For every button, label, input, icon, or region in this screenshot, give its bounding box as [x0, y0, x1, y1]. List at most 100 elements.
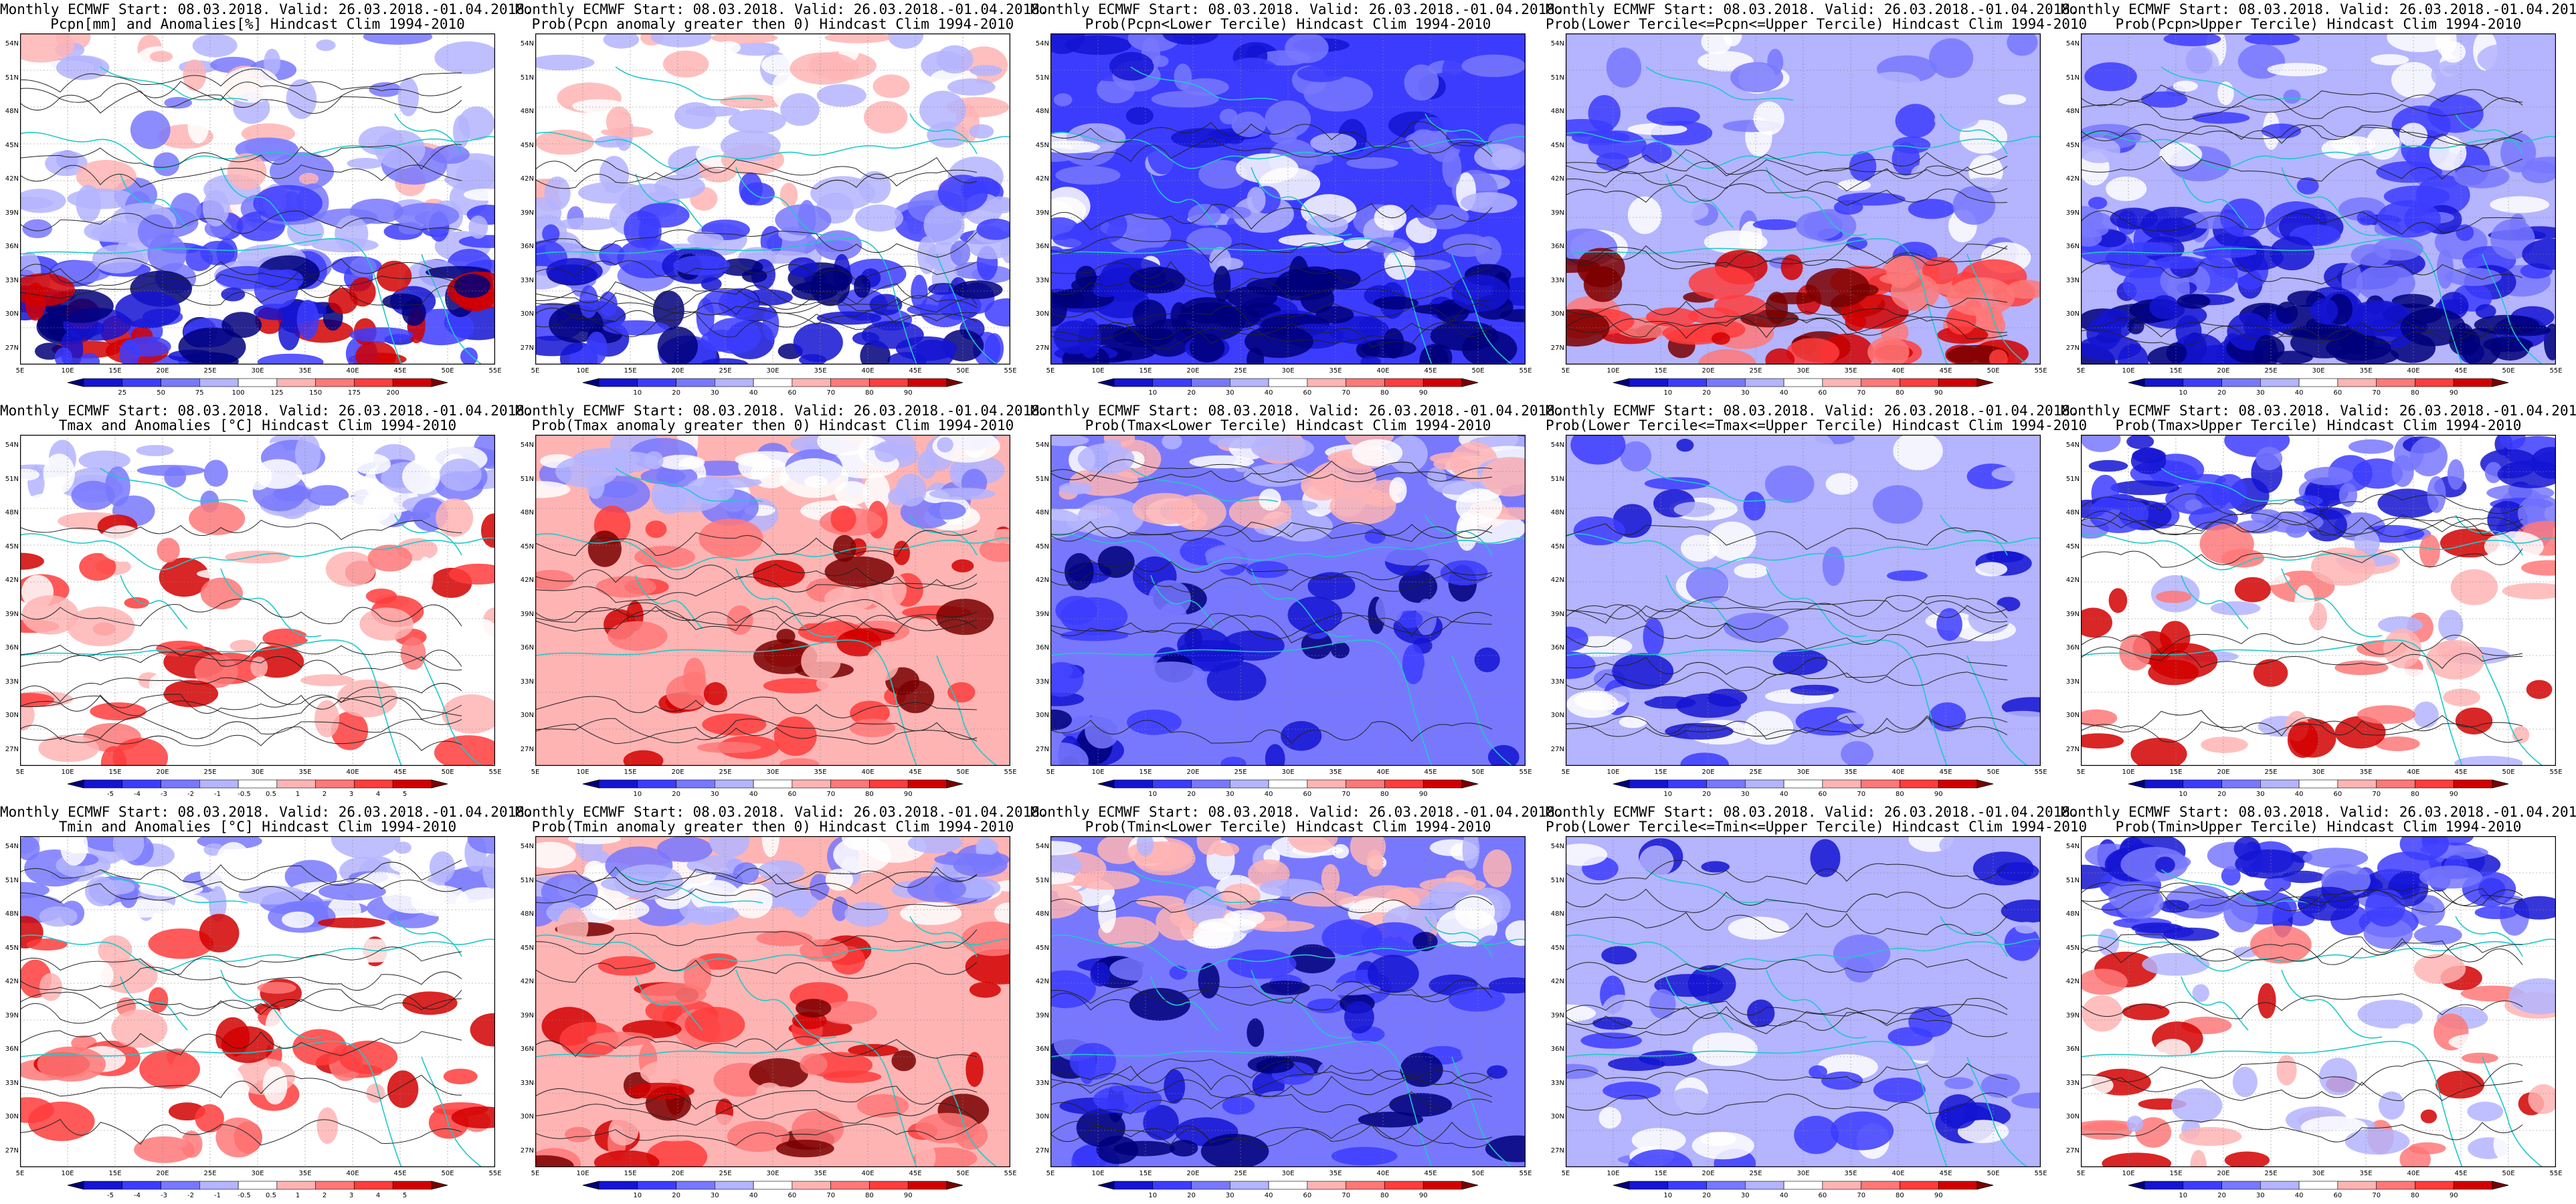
latitude-label: 27N — [520, 1147, 534, 1155]
contour-lines — [535, 530, 978, 744]
colorbar-high-arrow — [1976, 378, 1994, 387]
longitude-label: 5E — [2076, 1170, 2086, 1177]
field-shading — [1566, 33, 2041, 365]
colorbar-swatch — [869, 378, 909, 387]
contour-lines — [2081, 84, 2523, 346]
colorbar-tick-label: 75 — [195, 389, 204, 397]
longitude-label: 35E — [814, 367, 827, 375]
colorbar-tick-label: 90 — [1934, 1192, 1943, 1199]
colorbar-tick-label: 2 — [323, 791, 327, 798]
longitude-label: 20E — [1186, 367, 1200, 375]
colorbar-low-arrow — [67, 779, 84, 789]
colorbar-tick-label: 40 — [1780, 389, 1788, 397]
colorbar-tick-label: 60 — [2334, 1192, 2342, 1199]
colorbar-swatch — [2260, 1181, 2300, 1190]
latitude-label: 54N — [1035, 40, 1049, 47]
colorbar-tick-label: 70 — [826, 791, 835, 798]
colorbar-swatch — [1667, 378, 1707, 387]
longitude-label: 55E — [488, 1170, 502, 1177]
longitude-label: 5E — [15, 1170, 25, 1177]
longitude-label: 20E — [671, 1170, 684, 1177]
latitude-label: 48N — [1550, 108, 1564, 116]
map-panel: Monthly ECMWF Start: 08.03.2018. Valid: … — [515, 803, 1048, 1204]
longitude-label: 15E — [1654, 367, 1667, 375]
colorbar-tick-label: 0.5 — [266, 791, 276, 798]
colorbar-swatch — [315, 1181, 355, 1190]
longitude-label: 50E — [2502, 367, 2515, 375]
colorbar-tick-label: 30 — [2256, 791, 2265, 798]
latitude-label: 45N — [1550, 542, 1564, 550]
colorbar-tick-label: 40 — [2295, 791, 2304, 798]
colorbar-swatch — [1230, 1181, 1269, 1190]
longitude-label: 5E — [531, 1170, 540, 1177]
longitude-label: 40E — [1376, 769, 1390, 776]
longitude-label: 40E — [861, 367, 875, 375]
latitude-label: 54N — [520, 40, 534, 47]
colorbar-swatch — [1191, 378, 1230, 387]
longitude-label: 10E — [1606, 367, 1620, 375]
colorbar-tick-label: 60 — [1819, 791, 1827, 798]
map-frame — [2081, 836, 2556, 1167]
latitude-label: 42N — [5, 175, 19, 183]
colorbar-swatch — [1346, 779, 1385, 789]
colorbar-high-arrow — [1461, 779, 1479, 789]
colorbar-tick-label: 60 — [1819, 1192, 1827, 1199]
latitude-label: 30N — [2065, 1113, 2080, 1121]
latitude-label: 51N — [520, 74, 534, 82]
colorbar-high-arrow — [431, 378, 448, 387]
longitude-label: 25E — [1234, 769, 1247, 776]
colorbar-tick-label: 10 — [1663, 389, 1672, 397]
panel-title-line1: Monthly ECMWF Start: 08.03.2018. Valid: … — [0, 403, 533, 419]
latitude-label: 36N — [1550, 243, 1564, 251]
colorbar-swatch — [83, 1181, 123, 1190]
forecast-map — [20, 33, 495, 365]
colorbar-tick-label: 4 — [376, 791, 380, 798]
colorbar-swatch — [122, 1181, 161, 1190]
longitude-label: 5E — [1046, 769, 1055, 776]
colorbar-tick-label: 30 — [1226, 791, 1234, 798]
longitude-label: 35E — [1329, 367, 1342, 375]
latitude-label: 39N — [1550, 209, 1564, 217]
latitude-label: 51N — [1035, 74, 1049, 82]
colorbar: 10 20 30 40 60 70 80 90 — [1097, 1181, 1479, 1199]
longitude-label: 35E — [814, 769, 827, 776]
panel-title-line2: Prob(Tmin<Lower Tercile) Hindcast Clim 1… — [1085, 819, 1491, 835]
colorbar-swatch — [2183, 1181, 2222, 1190]
longitude-label: 30E — [1797, 769, 1810, 776]
colorbar-swatch — [2260, 378, 2300, 387]
colorbar-tick-label: 30 — [711, 1192, 719, 1199]
map-frame — [535, 435, 1010, 766]
longitude-label: 30E — [251, 367, 264, 375]
longitude-label: 15E — [1139, 1170, 1152, 1177]
coastlines — [20, 468, 495, 766]
forecast-map — [2081, 435, 2556, 766]
longitude-label: 45E — [909, 367, 922, 375]
panel-title-line1: Monthly ECMWF Start: 08.03.2018. Valid: … — [2061, 804, 2576, 820]
colorbar-tick-label: 20 — [1187, 1192, 1196, 1199]
forecast-map — [1050, 33, 1526, 365]
map-frame — [2081, 33, 2556, 365]
latitude-label: 42N — [520, 978, 534, 986]
colorbar-swatch — [1667, 779, 1707, 789]
latitude-label: 48N — [520, 910, 534, 918]
colorbar: 25 50 75 100 125 150 175 200 — [67, 378, 448, 397]
latitude-label: 42N — [1550, 577, 1564, 585]
latitude-label: 36N — [520, 243, 534, 251]
latitude-label: 33N — [1035, 276, 1049, 284]
colorbar-low-arrow — [1613, 378, 1630, 387]
contour-lines — [20, 860, 462, 1146]
longitude-label: 55E — [488, 367, 502, 375]
coastlines — [1566, 66, 2041, 365]
colorbar-swatch — [354, 1181, 393, 1190]
longitude-label: 45E — [2454, 769, 2468, 776]
panel-title-line1: Monthly ECMWF Start: 08.03.2018. Valid: … — [1546, 1, 2079, 17]
colorbar-swatch — [1307, 779, 1346, 789]
latitude-label: 54N — [1035, 843, 1049, 850]
longitude-label: 35E — [1329, 1170, 1342, 1177]
longitude-label: 40E — [346, 769, 359, 776]
colorbar-tick-label: 10 — [1148, 791, 1157, 798]
colorbar-tick-label: 70 — [1857, 389, 1865, 397]
longitude-label: 10E — [61, 1170, 74, 1177]
colorbar-swatch — [1191, 1181, 1230, 1190]
colorbar-tick-label: 10 — [1663, 791, 1672, 798]
